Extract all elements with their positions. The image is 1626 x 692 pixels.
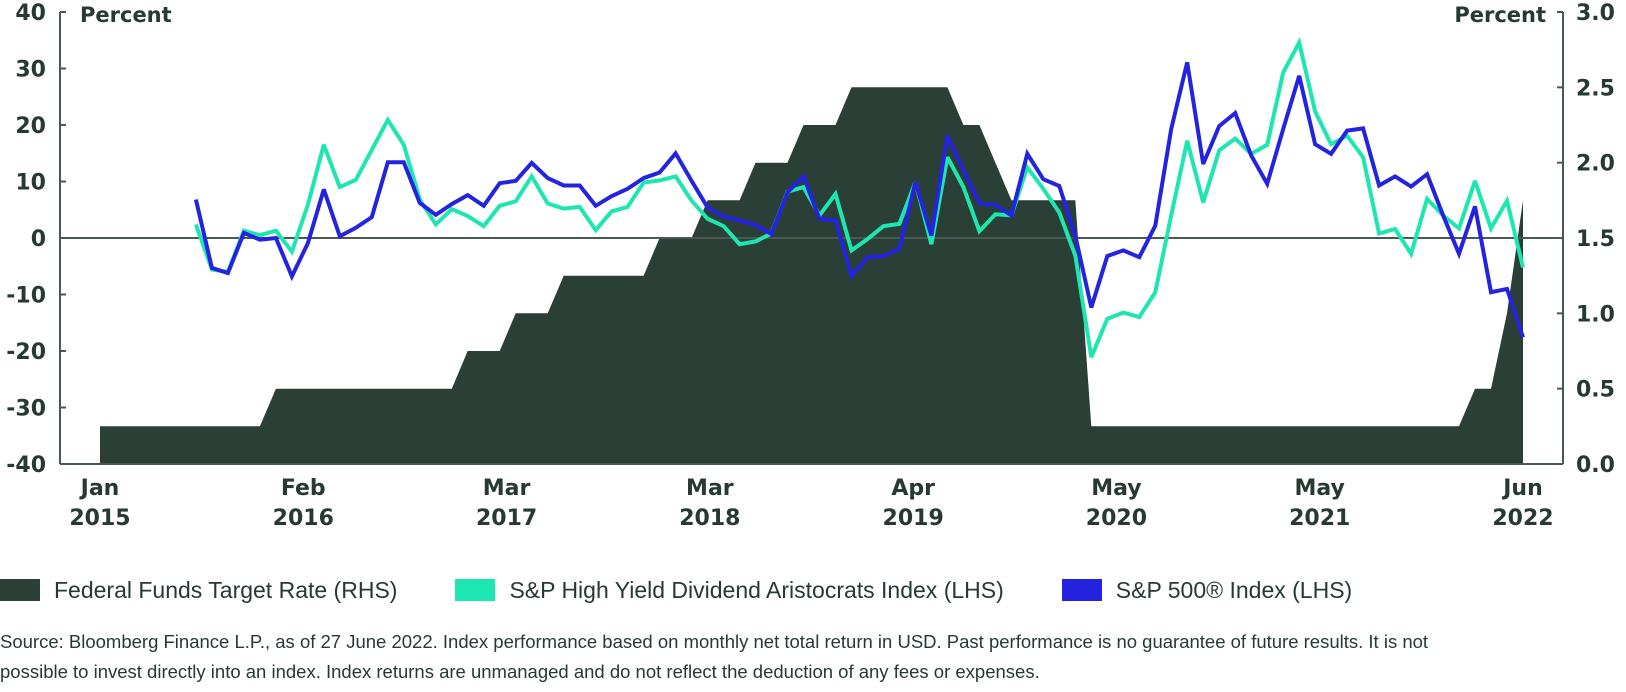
x-axis-tick-year: 2021 <box>1289 506 1350 531</box>
sp500-line <box>193 61 1525 339</box>
source-note: Source: Bloomberg Finance L.P., as of 27… <box>0 627 1600 687</box>
source-line-2: possible to invest directly into an inde… <box>0 661 1040 682</box>
legend-swatch-fed-funds <box>0 579 40 601</box>
hy-dividend-aristocrats-line <box>194 36 1525 358</box>
legend-swatch-sp500 <box>1061 579 1102 601</box>
fed-funds-area <box>100 87 1523 465</box>
left-axis-tick-label: 40 <box>15 1 46 26</box>
right-axis-tick-label: 2.5 <box>1576 76 1615 101</box>
x-axis-tick-month: May <box>1295 476 1345 501</box>
x-axis-tick-month: May <box>1091 476 1141 501</box>
left-axis-tick-label: 0 <box>31 227 46 252</box>
right-axis-tick-label: 1.0 <box>1576 302 1615 327</box>
legend-label-fed-funds: Federal Funds Target Rate (RHS) <box>54 576 398 603</box>
x-axis-tick-year: 2022 <box>1492 506 1553 531</box>
legend-swatch-hy-dividend <box>455 579 496 601</box>
left-axis-tick-label: -20 <box>6 340 46 365</box>
right-axis-tick-label: 0.5 <box>1576 378 1615 403</box>
x-axis-tick-month: Mar <box>483 476 531 501</box>
x-axis-tick-month: Jan <box>79 476 120 501</box>
x-axis-tick-month: Apr <box>891 476 935 501</box>
legend-label-sp500: S&P 500® Index (LHS) <box>1115 576 1353 603</box>
source-line-1: Source: Bloomberg Finance L.P., as of 27… <box>0 631 1429 652</box>
chart: 40 30 20 10 0 -10 -20 -30 -40 3.0 2.5 2.0 1.5 1.0 0.5 0… <box>6 1 1615 531</box>
legend-label-hy-dividend: S&P High Yield Dividend Aristocrats Inde… <box>509 576 1004 603</box>
left-axis-tick-label: -30 <box>6 397 46 422</box>
left-axis-tick-label: 30 <box>15 58 46 83</box>
right-axis-tick-label: 0.0 <box>1576 453 1615 478</box>
legend-item-hy-dividend: S&P High Yield Dividend Aristocrats Inde… <box>455 576 1004 604</box>
x-axis-tick-year: 2015 <box>69 506 130 531</box>
x-axis-tick-month: Feb <box>281 476 326 501</box>
legend-item-fed-funds: Federal Funds Target Rate (RHS) <box>0 577 397 604</box>
legend: Federal Funds Target Rate (RHS) S&P High… <box>0 574 1410 606</box>
x-axis-tick-year: 2018 <box>679 506 740 531</box>
left-axis-tick-label: -10 <box>6 284 46 309</box>
x-axis-tick-year: 2016 <box>273 506 334 531</box>
x-axis-tick-month: Mar <box>686 476 734 501</box>
index-lines-layer <box>193 36 1525 358</box>
left-axis-tick-label: 20 <box>15 114 46 139</box>
left-axis-unit-label: Percent <box>80 3 172 27</box>
x-axis-tick-year: 2019 <box>883 506 944 531</box>
right-axis-tick-label: 2.0 <box>1576 152 1615 177</box>
axes-layer: 40 30 20 10 0 -10 -20 -30 -40 3.0 2.5 2.0 1.5 1.0 0.5 0… <box>6 1 1615 531</box>
left-axis-tick-label: -40 <box>6 453 46 478</box>
right-axis-tick-label: 3.0 <box>1576 1 1615 26</box>
left-axis-tick-label: 10 <box>15 171 46 196</box>
x-axis-tick-year: 2017 <box>476 506 537 531</box>
right-axis-tick-label: 1.5 <box>1576 227 1615 252</box>
legend-item-sp500: S&P 500® Index (LHS) <box>1061 576 1353 604</box>
x-axis-tick-month: Jun <box>1501 476 1543 501</box>
x-axis-tick-year: 2020 <box>1086 506 1147 531</box>
right-axis-unit-label: Percent <box>1454 3 1546 27</box>
fed-funds-area-layer <box>100 87 1523 465</box>
